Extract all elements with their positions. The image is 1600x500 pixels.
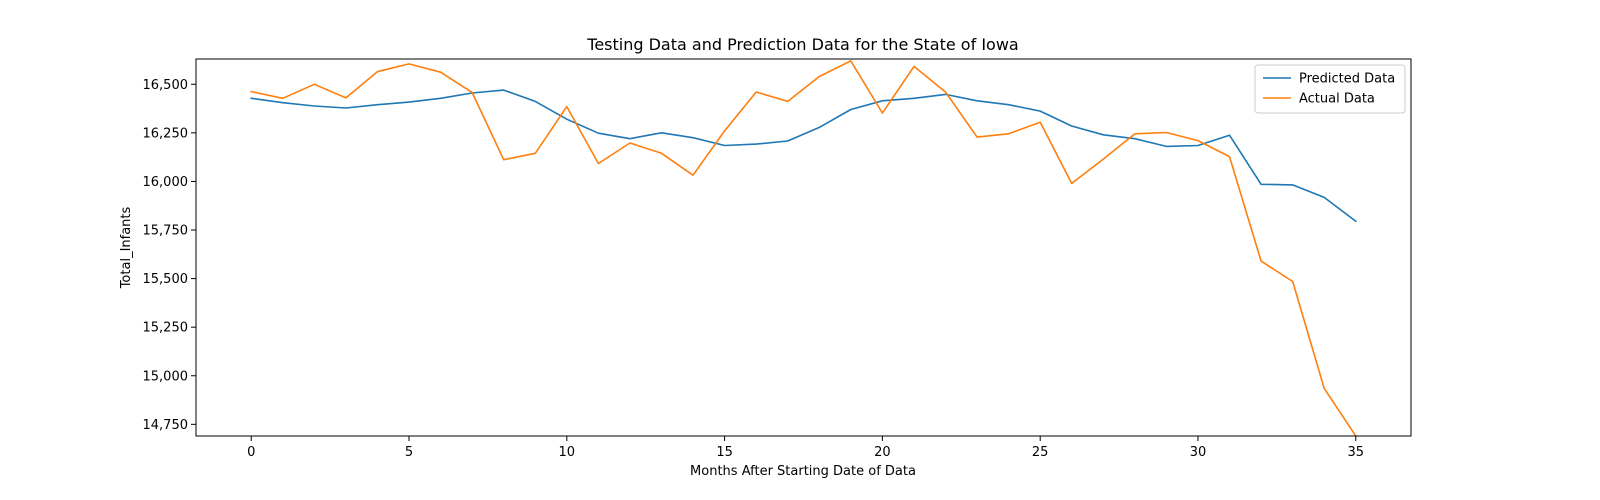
legend: Predicted Data Actual Data xyxy=(1254,64,1406,114)
x-tick-label: 30 xyxy=(1190,445,1207,460)
y-tick-label: 15,500 xyxy=(143,272,189,287)
x-tick-label: 20 xyxy=(874,445,891,460)
chart-title: Testing Data and Prediction Data for the… xyxy=(586,35,1018,54)
x-tick-label: 35 xyxy=(1347,445,1364,460)
legend-entry-label: Predicted Data xyxy=(1299,72,1395,87)
series-group xyxy=(250,60,1357,436)
x-axis-label: Months After Starting Date of Data xyxy=(690,464,916,479)
x-tick-label: 5 xyxy=(405,445,413,460)
y-tick-label: 15,000 xyxy=(143,369,189,384)
y-tick-label: 14,750 xyxy=(143,418,189,433)
y-tick-label: 15,250 xyxy=(143,321,189,336)
x-axis: 0 5 10 15 20 25 30 35 xyxy=(247,436,1364,460)
plot-frame xyxy=(195,58,1412,437)
x-tick-label: 25 xyxy=(1032,445,1049,460)
y-tick-label: 15,750 xyxy=(143,224,189,239)
y-tick-label: 16,250 xyxy=(143,126,189,141)
y-tick-label: 16,000 xyxy=(143,175,189,190)
x-tick-label: 10 xyxy=(559,445,576,460)
x-tick-label: 15 xyxy=(716,445,733,460)
series-line-predicted xyxy=(250,89,1357,223)
y-axis-label: Total_Infants xyxy=(119,206,134,289)
legend-box xyxy=(1254,64,1406,114)
legend-entry-label: Actual Data xyxy=(1299,92,1375,107)
y-axis: 14,750 15,000 15,250 15,500 15,750 16,000 16,2… xyxy=(143,78,196,433)
series-line-actual xyxy=(250,60,1357,436)
y-tick-label: 16,500 xyxy=(143,78,189,93)
x-tick-label: 0 xyxy=(247,445,255,460)
